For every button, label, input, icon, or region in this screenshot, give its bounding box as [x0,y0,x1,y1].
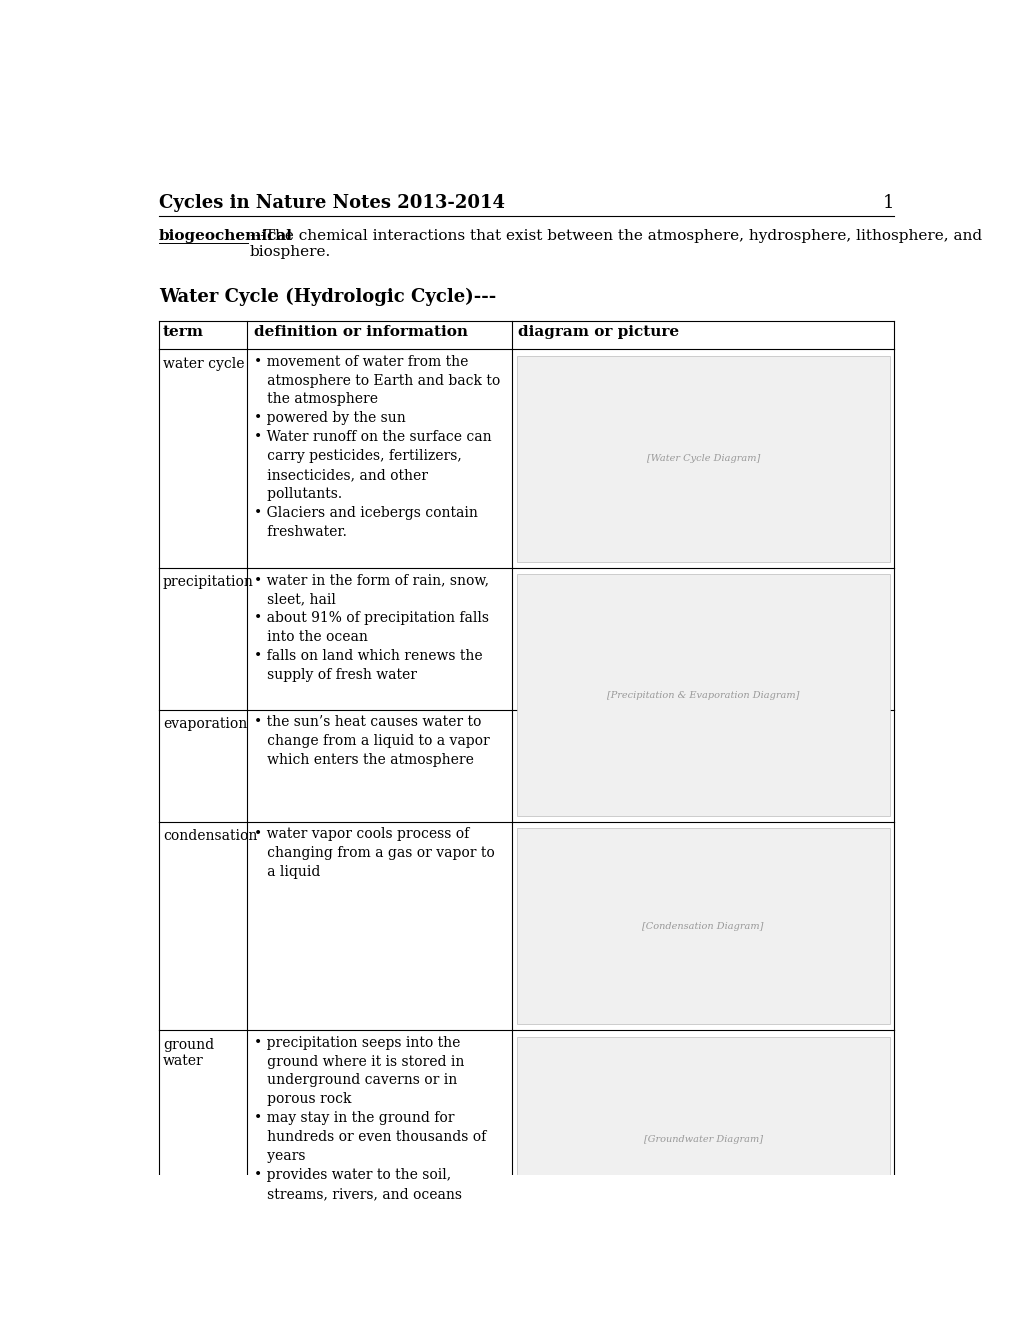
Text: • movement of water from the
   atmosphere to Earth and back to
   the atmospher: • movement of water from the atmosphere … [254,355,499,539]
Text: Cycles in Nature Notes 2013-2014: Cycles in Nature Notes 2013-2014 [159,194,504,213]
Text: evaporation: evaporation [163,718,247,731]
Text: condensation: condensation [163,829,257,843]
Text: [Water Cycle Diagram]: [Water Cycle Diagram] [646,454,759,463]
Bar [517,828,889,1024]
Text: diagram or picture: diagram or picture [518,325,679,339]
Bar [517,574,889,816]
Text: definition or information: definition or information [254,325,467,339]
Text: • water vapor cools process of
   changing from a gas or vapor to
   a liquid: • water vapor cools process of changing … [254,828,494,879]
Text: • precipitation seeps into the
   ground where it is stored in
   underground ca: • precipitation seeps into the ground wh… [254,1036,485,1201]
Text: water cycle: water cycle [163,356,245,371]
Text: 1: 1 [881,194,894,213]
Text: [Precipitation & Evaporation Diagram]: [Precipitation & Evaporation Diagram] [606,690,799,700]
Text: [Groundwater Diagram]: [Groundwater Diagram] [643,1135,762,1144]
Text: precipitation: precipitation [163,576,254,589]
Bar [517,1036,889,1243]
Text: ---The chemical interactions that exist between the atmosphere, hydrosphere, lit: ---The chemical interactions that exist … [250,228,981,259]
Text: ground
water: ground water [163,1038,214,1068]
Text: • water in the form of rain, snow,
   sleet, hail
• about 91% of precipitation f: • water in the form of rain, snow, sleet… [254,573,488,682]
Text: Water Cycle (Hydrologic Cycle)---: Water Cycle (Hydrologic Cycle)--- [159,288,496,306]
Text: biogeochemical: biogeochemical [159,228,292,243]
Bar [517,355,889,562]
Text: term: term [163,325,204,339]
Text: [Condensation Diagram]: [Condensation Diagram] [642,921,763,931]
Text: • the sun’s heat causes water to
   change from a liquid to a vapor
   which ent: • the sun’s heat causes water to change … [254,715,489,767]
